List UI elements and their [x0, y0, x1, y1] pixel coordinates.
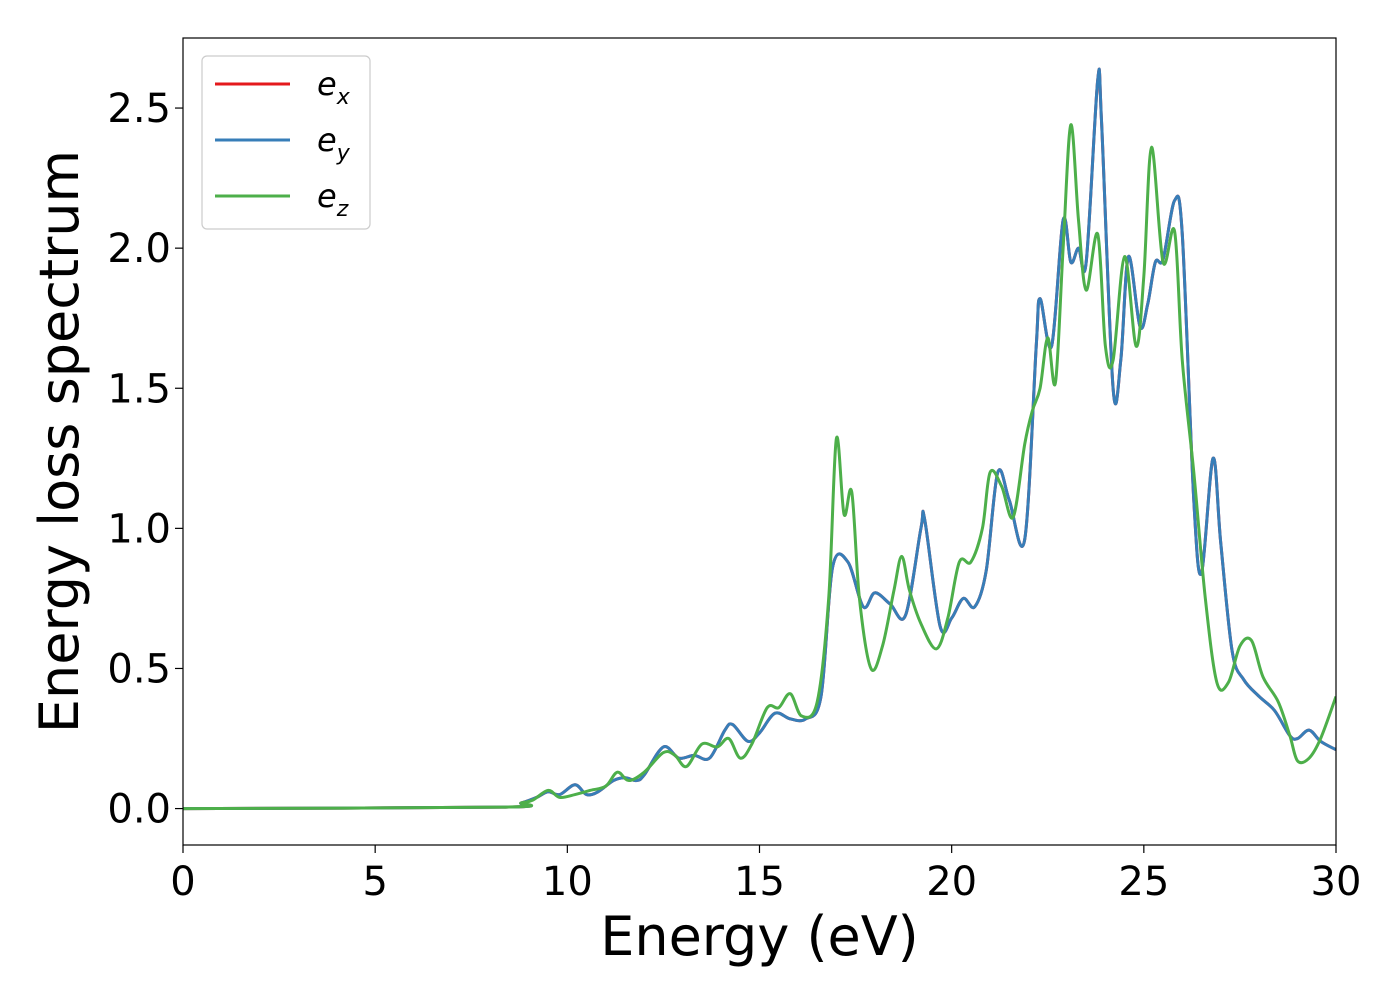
- y-axis-title: Energy loss spectrum: [28, 150, 91, 733]
- legend-label-main: e: [317, 177, 337, 215]
- y-tick-label: 0.5: [107, 646, 171, 692]
- legend-label-y: ey: [317, 121, 351, 166]
- x-tick-label: 15: [734, 859, 785, 905]
- x-tick-label: 20: [926, 859, 977, 905]
- series-line-e-y: [183, 67, 1336, 811]
- legend-label-subscript: x: [336, 85, 351, 110]
- series-layer: [183, 67, 1336, 811]
- y-tick-label: 2.5: [107, 86, 171, 132]
- y-tick-label: 1.5: [107, 366, 171, 412]
- series-line-e-z: [183, 123, 1336, 811]
- ticks-layer: 0 5 10 15 20 25 30 0.0 0.5 1.0 1.5 2.0 2.5: [107, 86, 1361, 905]
- legend-box: [201, 55, 371, 230]
- x-tick-label: 10: [542, 859, 593, 905]
- legend-label-x: ex: [317, 65, 351, 110]
- legend-label-subscript: y: [336, 141, 351, 166]
- legend-label-subscript: z: [336, 197, 349, 222]
- y-tick-label: 2.0: [107, 226, 171, 272]
- legend-label-z: ez: [317, 177, 349, 222]
- x-tick-label: 5: [362, 859, 387, 905]
- x-tick-label: 25: [1118, 859, 1169, 905]
- legend-label-main: e: [317, 65, 337, 103]
- x-tick-label: 30: [1311, 859, 1362, 905]
- y-tick-label: 1.0: [107, 506, 171, 552]
- y-tick-label: 0.0: [107, 787, 171, 833]
- legend-label-main: e: [317, 121, 337, 159]
- x-axis-title: Energy (eV): [600, 905, 919, 968]
- x-tick-label: 0: [170, 859, 195, 905]
